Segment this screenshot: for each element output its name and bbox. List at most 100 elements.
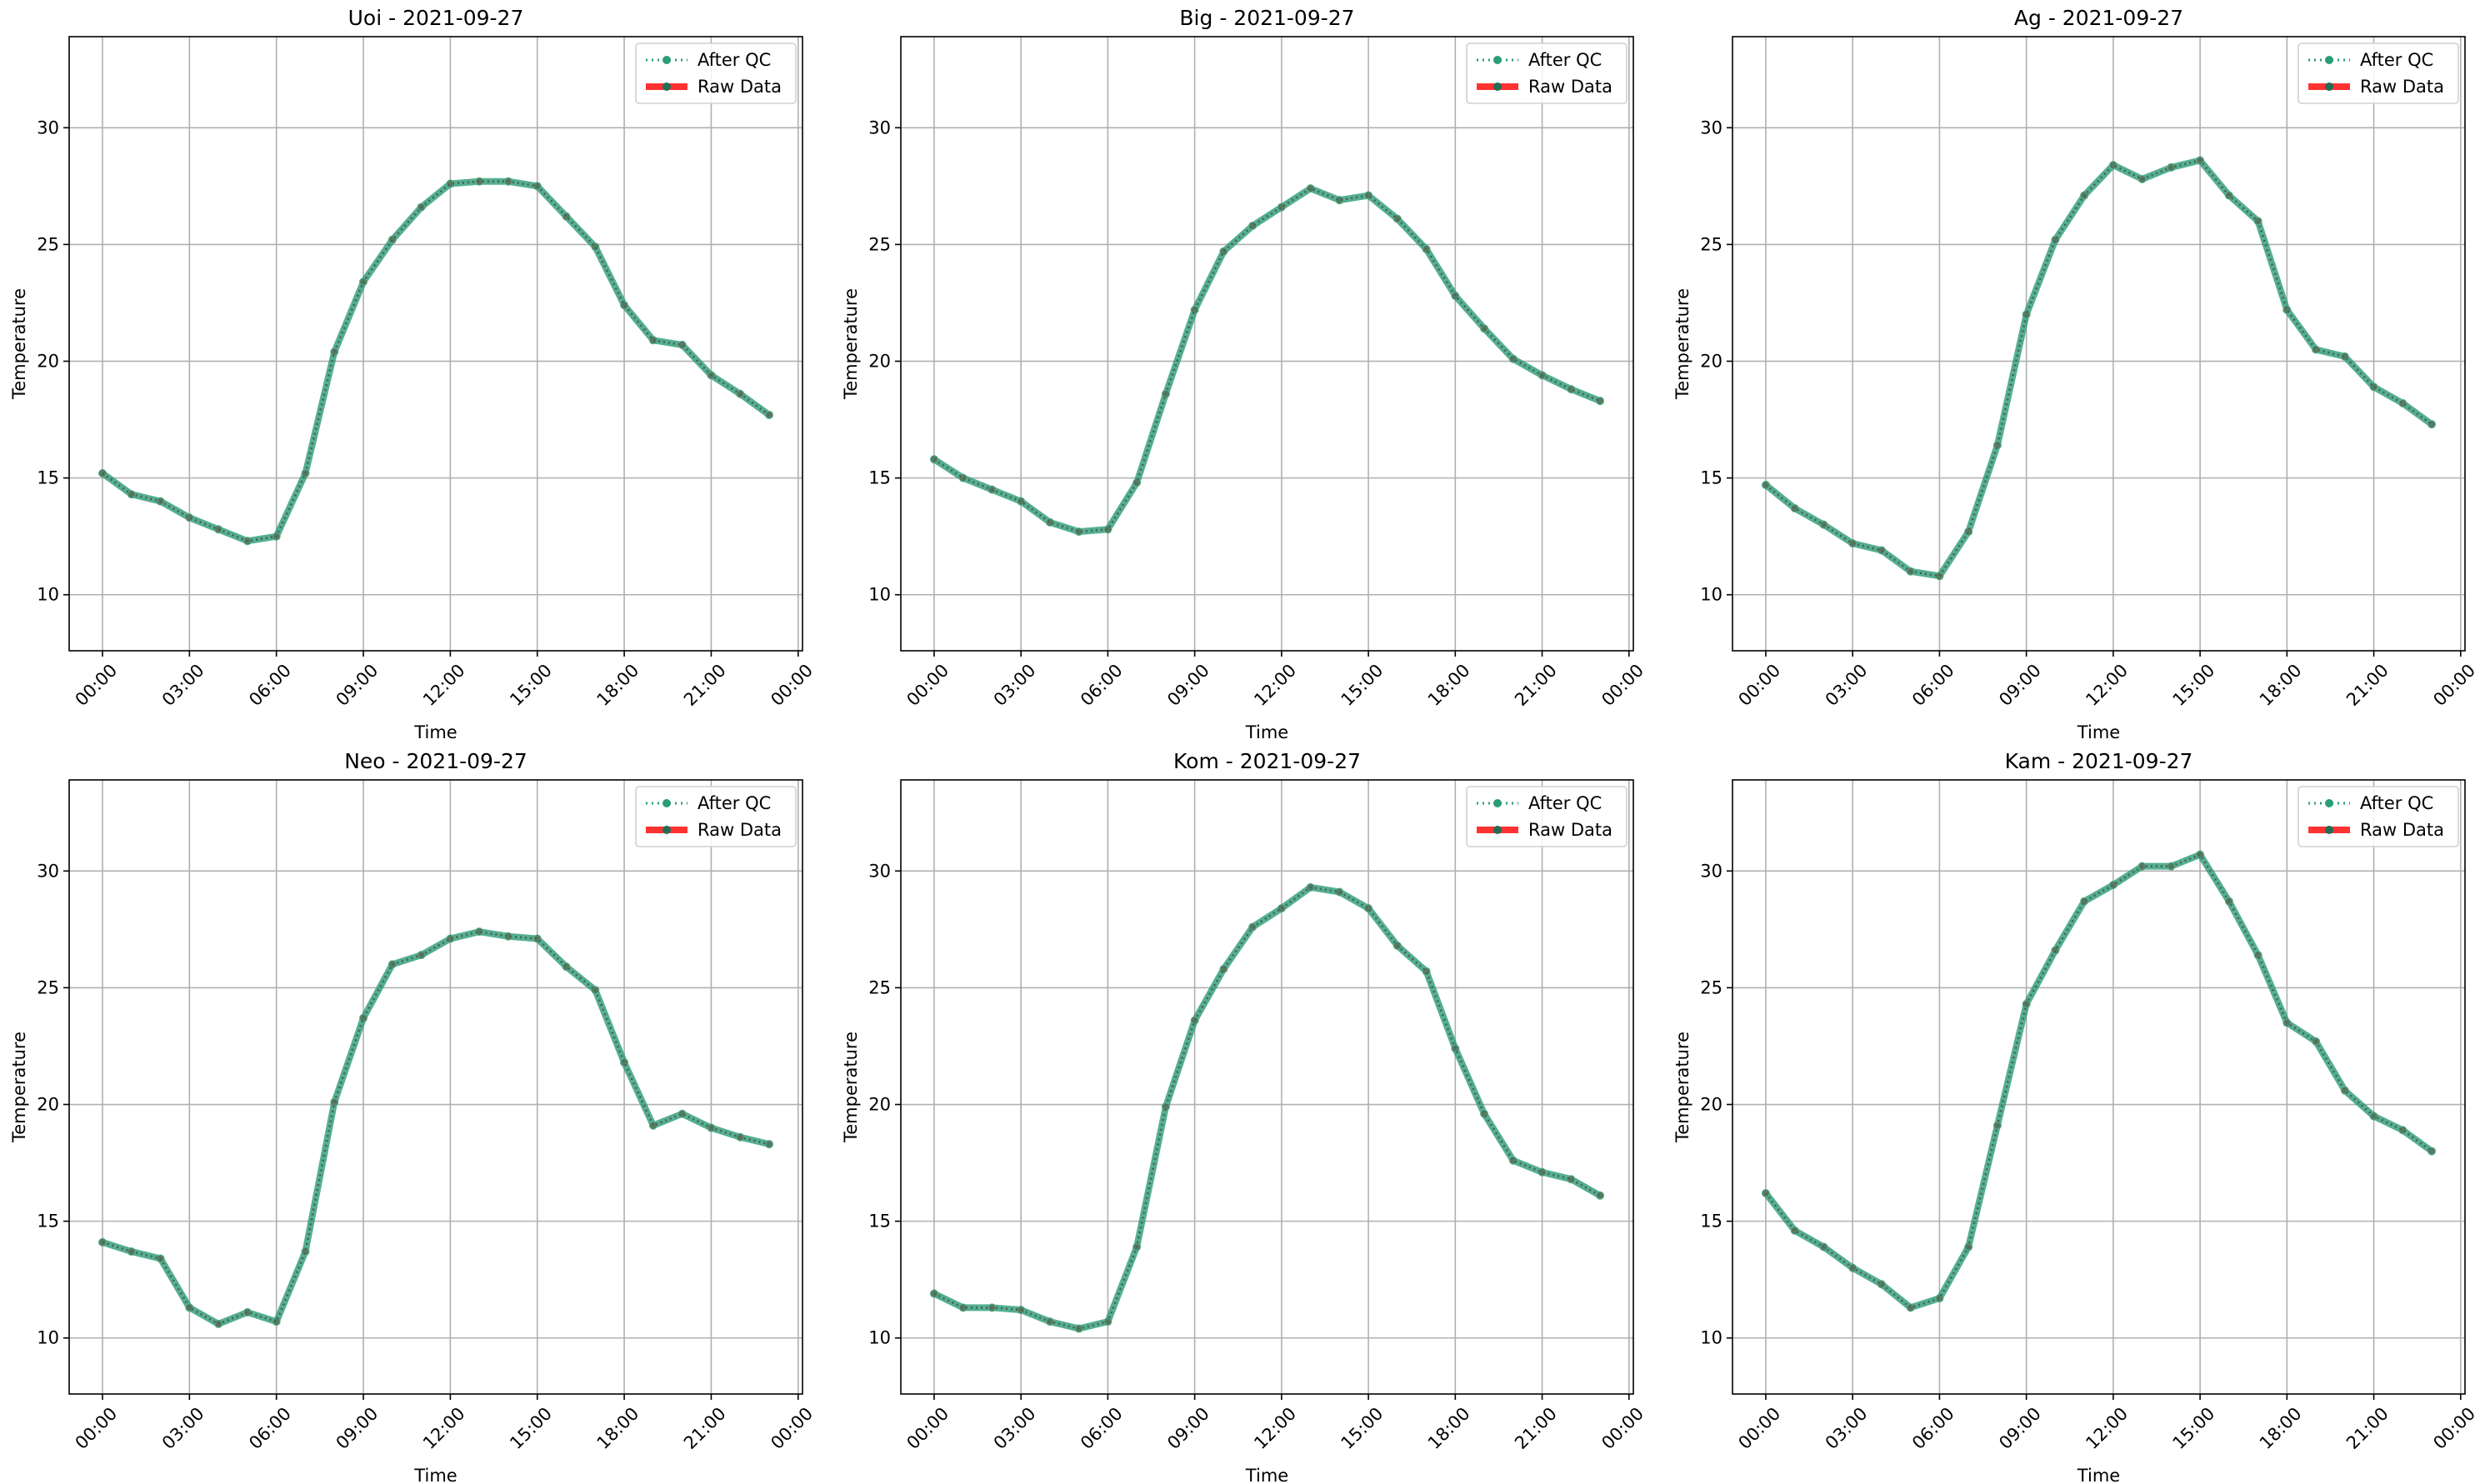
- series-raw-data: [930, 185, 1604, 536]
- after-qc-point: [330, 347, 339, 357]
- legend-raw-marker: [662, 56, 671, 64]
- series-after-qc: [929, 184, 1605, 537]
- legend: After QC Raw Data: [2298, 42, 2459, 104]
- legend: After QC Raw Data: [2298, 786, 2459, 847]
- x-axis-label: Time: [1245, 722, 1288, 742]
- series-after-qc: [1761, 850, 2437, 1312]
- x-tick-label: 03:00: [990, 1403, 1040, 1453]
- x-tick-label: 12:00: [419, 1403, 469, 1453]
- after-qc-point: [2312, 345, 2321, 354]
- after-qc-point: [1538, 1167, 1547, 1177]
- x-axis-label: Time: [2077, 722, 2120, 742]
- x-tick-label: 00:00: [1598, 660, 1648, 710]
- after-qc-point: [1364, 191, 1373, 200]
- legend-qc-label: Raw Data: [2360, 820, 2444, 840]
- legend-raw-label: After QC: [1528, 793, 1602, 813]
- after-qc-point: [1335, 196, 1344, 205]
- legend-raw-label: After QC: [1528, 50, 1602, 70]
- legend: After QC Raw Data: [635, 42, 797, 104]
- legend-raw-label: After QC: [2360, 793, 2433, 813]
- y-tick-label: 30: [37, 117, 59, 137]
- after-qc-point: [1219, 964, 1228, 973]
- after-qc-point: [1567, 385, 1576, 394]
- x-tick-label: 09:00: [1163, 1403, 1213, 1453]
- after-qc-point: [1480, 1109, 1489, 1118]
- x-tick-label: 15:00: [2169, 660, 2219, 710]
- after-qc-point: [1508, 354, 1518, 363]
- after-qc-point: [185, 1303, 194, 1312]
- series-after-qc: [98, 927, 773, 1328]
- after-qc-point: [1451, 292, 1460, 301]
- x-tick-label: 03:00: [158, 660, 208, 710]
- y-tick-label: 25: [1700, 234, 1722, 254]
- raw-data-line: [102, 930, 770, 1326]
- legend-qc-marker: [2325, 826, 2333, 834]
- y-tick-label: 15: [1700, 1212, 1722, 1232]
- x-tick-label: 12:00: [2082, 1403, 2132, 1453]
- y-tick-label: 10: [1700, 585, 1722, 605]
- after-qc-point: [446, 179, 455, 188]
- x-tick-label: 06:00: [1077, 1403, 1127, 1453]
- y-tick-label: 15: [37, 468, 59, 488]
- series-raw-data: [930, 883, 1604, 1332]
- y-tick-label: 10: [37, 585, 59, 605]
- legend-qc-label: Raw Data: [698, 820, 782, 840]
- x-tick-label: 06:00: [1908, 1403, 1958, 1453]
- axes-frame: [1732, 779, 2466, 1395]
- after-qc-line: [930, 185, 1604, 536]
- x-tick-label: 03:00: [990, 660, 1040, 710]
- y-axis-label: Temperature: [1672, 288, 1692, 400]
- after-qc-point: [1335, 887, 1344, 897]
- after-qc-point: [1248, 221, 1258, 230]
- after-qc-point: [1422, 967, 1431, 976]
- after-qc-point: [1422, 245, 1431, 254]
- raw-data-line: [1765, 158, 2432, 577]
- after-qc-point: [475, 927, 484, 937]
- chart-title: Ag - 2021-09-27: [2014, 6, 2183, 30]
- after-qc-point: [1132, 478, 1142, 487]
- after-qc-point: [272, 1317, 281, 1327]
- y-axis-label: Temperature: [841, 1032, 861, 1143]
- after-qc-point: [1045, 517, 1054, 527]
- after-qc-point: [1306, 184, 1315, 193]
- y-tick-label: 25: [868, 977, 891, 997]
- y-tick-label: 30: [1700, 861, 1722, 881]
- x-tick-label: 21:00: [680, 660, 730, 710]
- after-qc-point: [2080, 897, 2089, 906]
- after-qc-point: [2051, 235, 2060, 244]
- after-qc-point: [1848, 539, 1858, 548]
- after-qc-point: [1161, 1102, 1170, 1112]
- x-tick-label: 03:00: [1822, 660, 1872, 710]
- x-tick-label: 09:00: [332, 660, 382, 710]
- after-qc-point: [1017, 497, 1026, 506]
- after-qc-point: [1392, 214, 1402, 223]
- legend-raw-label: After QC: [698, 50, 771, 70]
- x-tick-label: 00:00: [2429, 1403, 2479, 1453]
- x-tick-label: 15:00: [1338, 660, 1388, 710]
- y-tick-label: 25: [868, 234, 891, 254]
- after-qc-point: [1277, 202, 1286, 212]
- after-qc-point: [301, 1247, 310, 1257]
- x-tick-label: 18:00: [1424, 1403, 1474, 1453]
- x-tick-label: 15:00: [2169, 1403, 2219, 1453]
- axes-frame: [1732, 36, 2466, 652]
- x-axis-label: Time: [2077, 1466, 2120, 1484]
- x-tick-label: 06:00: [1908, 660, 1958, 710]
- after-qc-point: [1935, 572, 1944, 581]
- y-tick-label: 20: [868, 1095, 891, 1115]
- x-tick-label: 18:00: [1424, 660, 1474, 710]
- legend-raw-marker: [2325, 56, 2333, 64]
- y-axis-label: Temperature: [841, 288, 861, 400]
- x-tick-label: 12:00: [2082, 660, 2132, 710]
- legend-raw-marker: [1493, 799, 1502, 807]
- x-tick-label: 09:00: [1995, 1403, 2045, 1453]
- legend-raw-label: After QC: [2360, 50, 2433, 70]
- after-qc-point: [1790, 504, 1799, 513]
- y-axis-label: Temperature: [9, 288, 29, 400]
- after-qc-point: [678, 340, 687, 349]
- after-qc-point: [1992, 441, 2002, 450]
- after-qc-point: [1567, 1175, 1576, 1184]
- after-qc-point: [1508, 1156, 1518, 1165]
- axes-frame: [68, 779, 803, 1395]
